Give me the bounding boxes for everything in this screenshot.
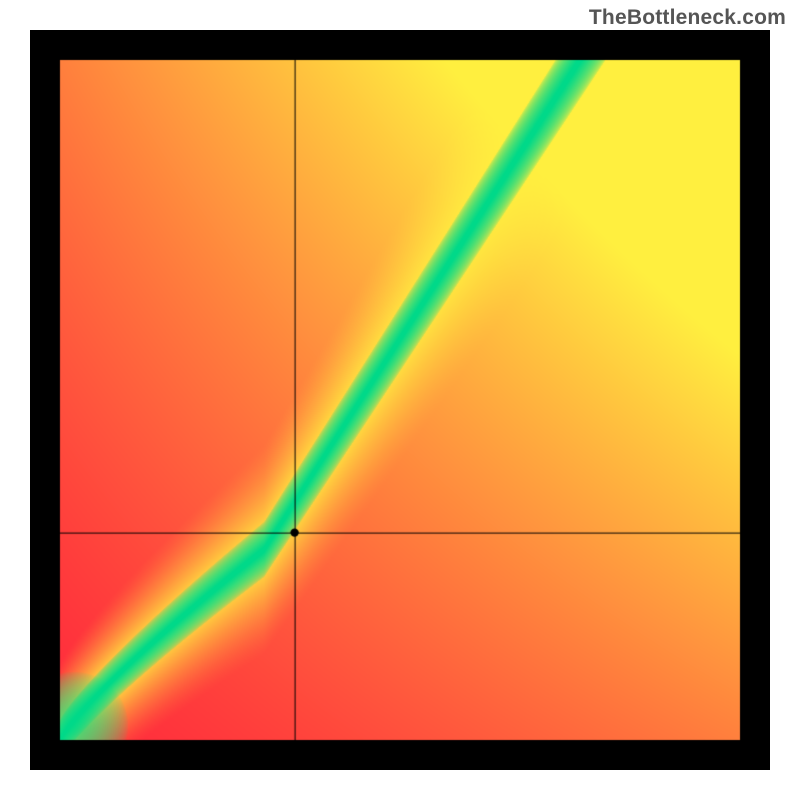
watermark-text: TheBottleneck.com bbox=[589, 6, 786, 30]
bottleneck-heatmap bbox=[30, 30, 770, 770]
